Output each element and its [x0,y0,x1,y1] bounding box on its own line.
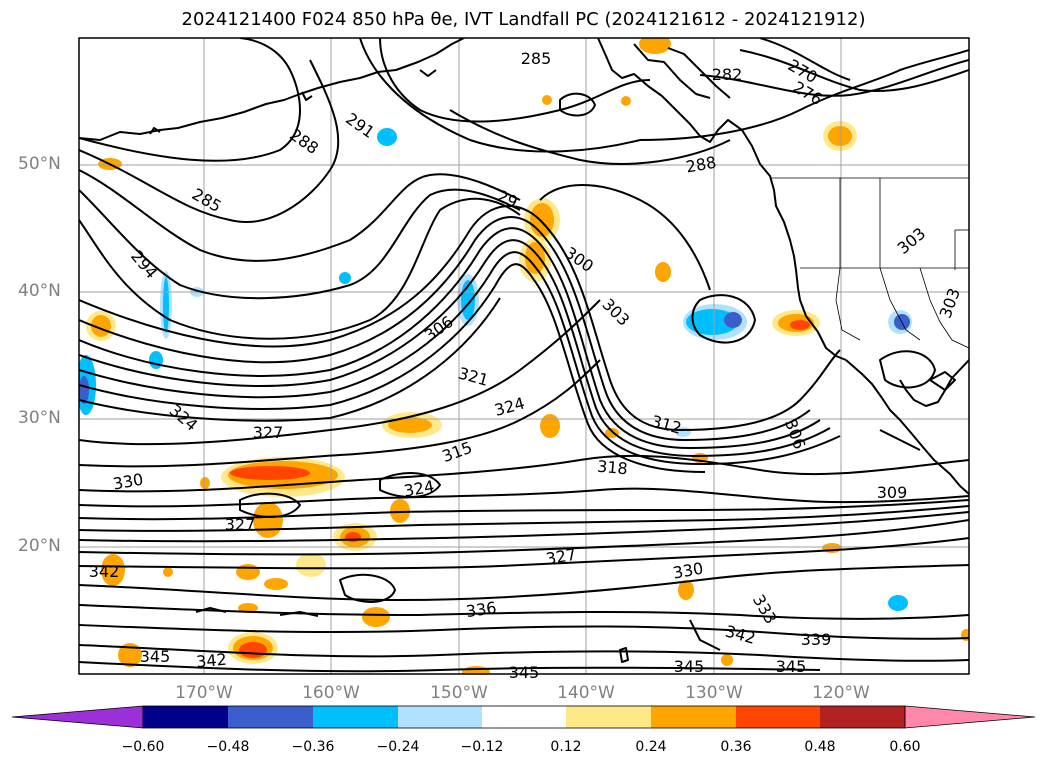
contour-label: 327 [225,515,256,534]
contour-label: 321 [456,364,490,390]
colorbar-segment [398,706,482,728]
lon-label: 140°W [557,683,615,703]
contour-label: 312 [649,412,683,438]
contour-label: 285 [189,184,225,216]
contour-label: 285 [521,49,552,68]
contour-label: 276 [790,77,826,109]
colorbar-extend-high [904,705,1036,729]
contour-label: 303 [936,286,964,321]
contour-label: 282 [712,65,743,84]
contour-label: 336 [465,598,498,621]
colorbar-tick-label: 0.24 [635,739,667,755]
contour-label: 294 [127,247,161,283]
colorbar-segment [313,706,398,728]
colorbar-tick-label: −0.12 [460,739,504,755]
colorbar-tick-label: −0.60 [121,739,165,755]
colorbar-segment [820,706,905,728]
contour-label: 330 [671,559,704,583]
colorbar-tick-label: −0.48 [206,739,250,755]
contour-label: 345 [776,657,807,676]
plot-frame [78,37,970,675]
colorbar-extend-low [11,705,144,729]
colorbar [11,705,1036,729]
lat-label: 30°N [18,408,61,428]
contour-label: 339 [801,630,832,649]
contour-label: 345 [140,647,171,666]
contour-label: 342 [195,650,227,672]
colorbar-tick-label: 0.48 [804,739,836,755]
colorbar-segment [736,706,820,728]
lon-label: 160°W [302,683,360,703]
country-borders [770,177,969,349]
coastlines [79,38,969,495]
contour-label: 309 [877,483,908,502]
contour-label: 345 [674,657,705,676]
lon-label: 120°W [812,683,870,703]
contour-label: 342 [89,562,120,581]
contour-label: 327 [253,423,284,442]
colorbar-segment [228,706,313,728]
colorbar-tick-label: −0.24 [376,739,420,755]
contour-label: 327 [544,545,577,569]
lat-label: 40°N [18,281,61,301]
theta-e-contours [79,38,969,673]
contour-label: 300 [561,243,597,276]
colorbar-segment [566,706,651,728]
contour-label: 288 [684,153,717,177]
colorbar-segment [143,706,228,728]
contour-label: 303 [598,295,633,330]
contour-label: 318 [596,457,628,479]
contour-label: 303 [894,224,930,258]
contour-label: 330 [111,470,144,494]
contour-label: 315 [440,438,475,466]
contour-label: 288 [286,125,322,158]
colorbar-tick-label: −0.36 [291,739,335,755]
lat-label: 50°N [18,154,61,174]
colorbar-tick-label: 0.60 [889,739,921,755]
colorbar-tick-label: 0.12 [550,739,582,755]
contour-label: 345 [509,663,540,682]
colorbar-segment [482,706,566,728]
lon-label: 130°W [685,683,743,703]
lon-label: 170°W [175,683,233,703]
lon-label: 150°W [430,683,488,703]
contour-label: 324 [492,394,526,420]
lat-label: 20°N [18,536,61,556]
colorbar-segment [651,706,736,728]
contour-label: 291 [342,109,378,142]
contour-label: 342 [723,622,757,648]
colorbar-tick-label: 0.36 [720,739,752,755]
map-title: 2024121400 F024 850 hPa θe, IVT Landfall… [181,9,866,30]
ivt-shading-negative [79,128,912,611]
contour-label: 333 [749,591,781,627]
